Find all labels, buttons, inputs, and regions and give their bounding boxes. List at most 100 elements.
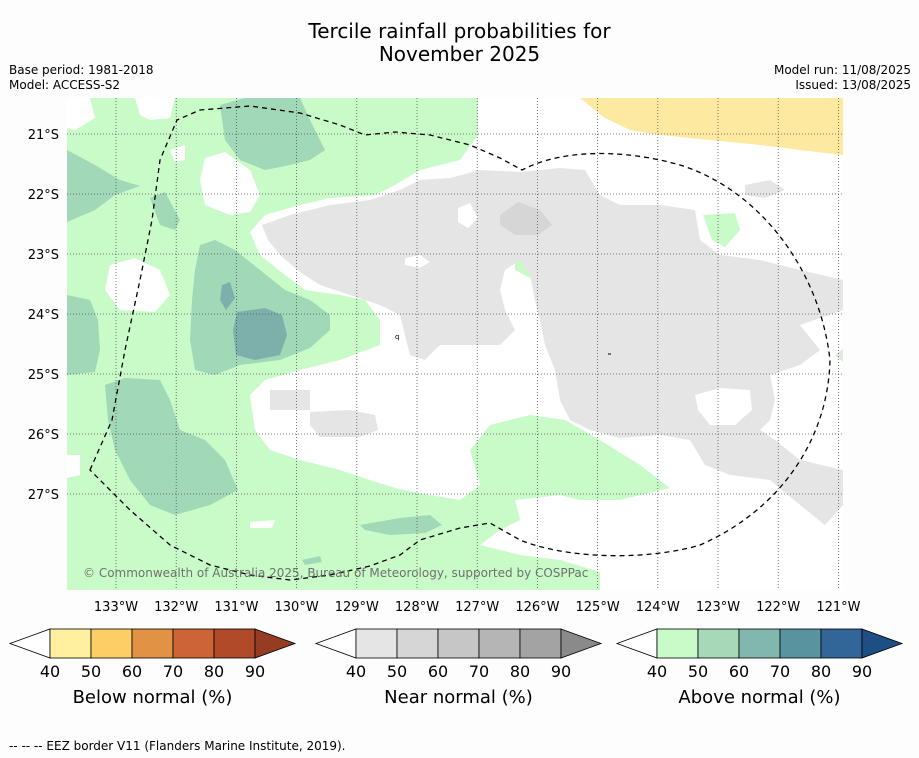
colorbar-tick: 80 bbox=[204, 662, 224, 681]
lon-label: 122°W bbox=[756, 600, 800, 615]
lat-label: 26°S bbox=[28, 428, 59, 443]
copyright-text: © Commonwealth of Australia 2025, Bureau… bbox=[83, 566, 588, 580]
model-run: Model run: 11/08/2025 bbox=[773, 63, 911, 77]
colorbar-segment bbox=[656, 628, 699, 659]
map-plot-area: q © Commonwealth of Australia 2025, Bure… bbox=[67, 98, 843, 590]
map-title: Tercile rainfall probabilities for Novem… bbox=[0, 20, 919, 66]
lat-label: 21°S bbox=[28, 128, 59, 143]
colorbar-tick: 40 bbox=[647, 662, 667, 681]
colorbar-tick: 50 bbox=[688, 662, 708, 681]
above-normal-50-patch-center bbox=[190, 240, 330, 375]
base-period: Base period: 1981-2018 bbox=[9, 63, 154, 77]
lat-label: 25°S bbox=[28, 368, 59, 383]
colorbar-segment bbox=[478, 628, 521, 659]
lon-label: 132°W bbox=[154, 600, 198, 615]
colorbar-segment bbox=[697, 628, 740, 659]
colorbar-3: 40 50 60 70 80 90 Above normal (%) bbox=[615, 628, 904, 708]
meta-right: Model run: 11/08/2025 Issued: 13/08/2025 bbox=[774, 63, 911, 93]
colorbar-tick: 90 bbox=[245, 662, 265, 681]
above-normal-50-patch-tiny bbox=[302, 556, 322, 565]
colorbar-segment bbox=[355, 628, 398, 659]
map-gridlines bbox=[67, 98, 843, 590]
above-normal-40-patch-east bbox=[703, 213, 740, 247]
near-normal-holes bbox=[405, 203, 752, 425]
eez-footer-note: -- -- -- EEZ border V11 (Flanders Marine… bbox=[9, 739, 346, 753]
near-normal-40-patch-2 bbox=[270, 390, 310, 410]
colorbar-tick: 50 bbox=[81, 662, 101, 681]
above-normal-50-patch-west-mid bbox=[67, 295, 100, 375]
near-normal-50-patch bbox=[500, 202, 552, 235]
above-normal-50-patch-west bbox=[67, 150, 140, 222]
colorbar-segment bbox=[437, 628, 480, 659]
lat-label: 27°S bbox=[28, 488, 59, 503]
meta-left: Base period: 1981-2018 Model: ACCESS-S2 bbox=[9, 63, 154, 93]
above-normal-50-patch-southwest bbox=[105, 378, 238, 515]
lon-label: 125°W bbox=[576, 600, 620, 615]
neutral-holes bbox=[67, 98, 275, 528]
lon-label: 128°W bbox=[395, 600, 439, 615]
colorbar-tick: 80 bbox=[510, 662, 530, 681]
colorbar-segment bbox=[49, 628, 92, 659]
colorbar-tick: 60 bbox=[428, 662, 448, 681]
colorbar-tick: 60 bbox=[122, 662, 142, 681]
colorbar-1: 40 50 60 70 80 90 Below normal (%) bbox=[8, 628, 297, 708]
colorbars: 40 50 60 70 80 90 Below normal (%) 40 50 60 70 80 90… bbox=[8, 628, 904, 708]
model-name: Model: ACCESS-S2 bbox=[9, 78, 121, 92]
white-patch-2 bbox=[135, 98, 175, 120]
colorbar-tick: 50 bbox=[387, 662, 407, 681]
colorbar-segment bbox=[172, 628, 215, 659]
near-normal-40-main bbox=[262, 168, 843, 525]
colorbar-max-extend bbox=[560, 628, 603, 659]
colorbar-tick: 90 bbox=[852, 662, 872, 681]
lon-label: 133°W bbox=[94, 600, 138, 615]
above-normal-60-small bbox=[220, 282, 235, 310]
lon-label: 126°W bbox=[515, 600, 559, 615]
lon-label: 131°W bbox=[214, 600, 258, 615]
colorbar-min-extend bbox=[8, 628, 51, 659]
colorbar-segment bbox=[779, 628, 822, 659]
colorbar-tick: 40 bbox=[346, 662, 366, 681]
colorbar-tick: 40 bbox=[40, 662, 60, 681]
colorbar-segment bbox=[213, 628, 256, 659]
white-patch-7 bbox=[250, 520, 275, 528]
colorbar-label: Below normal (%) bbox=[73, 687, 233, 708]
above-normal-60-region bbox=[220, 282, 287, 360]
colorbar-tick: 90 bbox=[551, 662, 571, 681]
white-hole-1 bbox=[458, 203, 478, 228]
white-patch-1 bbox=[67, 98, 95, 130]
colorbar-tick: 70 bbox=[770, 662, 790, 681]
above-normal-50-region bbox=[67, 98, 442, 565]
lon-label: 121°W bbox=[816, 600, 860, 615]
issued-date: Issued: 13/08/2025 bbox=[795, 78, 911, 92]
near-normal-40-patch-3 bbox=[745, 180, 785, 198]
colorbar-tick: 80 bbox=[811, 662, 831, 681]
white-hole-3 bbox=[695, 388, 752, 425]
colorbar-max-extend bbox=[254, 628, 297, 659]
above-normal-50-patch-south bbox=[360, 515, 442, 535]
lon-label: 124°W bbox=[636, 600, 680, 615]
colorbar-max-extend bbox=[861, 628, 904, 659]
colorbar-segment bbox=[519, 628, 562, 659]
white-patch-6 bbox=[67, 455, 80, 478]
white-patch-4 bbox=[105, 258, 170, 312]
above-normal-50-patch-small bbox=[150, 192, 180, 230]
colorbar-min-extend bbox=[314, 628, 357, 659]
colorbar-segment bbox=[820, 628, 863, 659]
near-normal-40-patch-1 bbox=[310, 410, 378, 437]
colorbar-tick: 70 bbox=[469, 662, 489, 681]
colorbar-tick: 70 bbox=[163, 662, 183, 681]
colorbar-min-extend bbox=[615, 628, 658, 659]
longitude-labels: 133°W 132°W 131°W 130°W 129°W 128°W 127°W 126°W… bbox=[94, 600, 861, 615]
lat-label: 22°S bbox=[28, 188, 59, 203]
title-line-1: Tercile rainfall probabilities for bbox=[308, 19, 611, 43]
eez-border bbox=[89, 105, 831, 581]
colorbar-segment bbox=[396, 628, 439, 659]
white-patch-3 bbox=[200, 152, 260, 215]
colorbar-tick: 60 bbox=[729, 662, 749, 681]
below-normal-40-region bbox=[580, 98, 843, 155]
above-normal-60-patch bbox=[233, 308, 287, 360]
colorbar-segment bbox=[131, 628, 174, 659]
lon-label: 129°W bbox=[335, 600, 379, 615]
lat-label: 24°S bbox=[28, 308, 59, 323]
